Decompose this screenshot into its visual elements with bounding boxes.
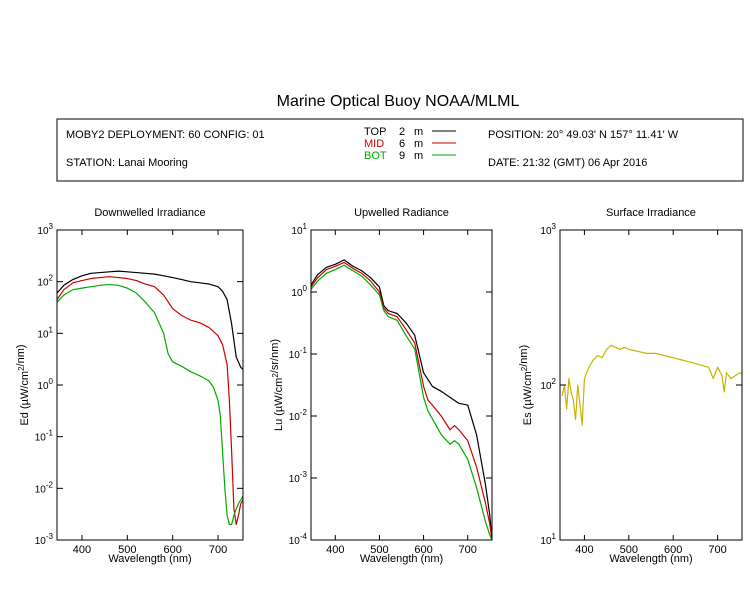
x-tick-label: 400 bbox=[575, 544, 593, 556]
info-box-border bbox=[56, 118, 744, 182]
series-line-top bbox=[311, 259, 492, 540]
plot-frame bbox=[559, 229, 743, 541]
x-tick-label: 700 bbox=[708, 544, 726, 556]
y-tick-label: 101 bbox=[540, 532, 556, 547]
plot-frame bbox=[310, 229, 493, 541]
y-tick-label: 102 bbox=[540, 377, 556, 392]
panel-upwelled-radiance: Upwelled Radiance 400 500 600 700 10-4 10-3 10-… bbox=[269, 207, 493, 565]
y-tick-label: 10-4 bbox=[289, 532, 308, 547]
main-title: Marine Optical Buoy NOAA/MLML bbox=[277, 93, 520, 110]
y-tick-label: 10-2 bbox=[289, 408, 308, 423]
x-tick-label: 400 bbox=[73, 544, 91, 556]
plot-area bbox=[561, 344, 742, 426]
position-text: POSITION: 20° 49.03' N 157° 11.41' W bbox=[488, 129, 679, 141]
y-tick-label: 10-3 bbox=[289, 470, 308, 485]
y-tick-label: 10-1 bbox=[35, 429, 54, 444]
panel-title: Downwelled Irradiance bbox=[94, 207, 205, 219]
plot-frame bbox=[56, 229, 244, 541]
legend-depth-mid: 6 bbox=[399, 138, 405, 150]
deployment-text: MOBY2 DEPLOYMENT: 60 CONFIG: 01 bbox=[66, 129, 265, 141]
y-tick-label: 100 bbox=[291, 284, 307, 299]
y-tick-label: 100 bbox=[37, 377, 53, 392]
legend-unit-mid: m bbox=[414, 138, 423, 150]
x-tick-label: 600 bbox=[164, 544, 182, 556]
y-tick-label: 101 bbox=[291, 222, 307, 237]
x-tick-label: 500 bbox=[118, 544, 136, 556]
legend-unit-top: m bbox=[414, 126, 423, 138]
series-line-mid bbox=[57, 276, 243, 526]
panel-title: Upwelled Radiance bbox=[354, 207, 449, 219]
legend-name-top: TOP bbox=[364, 126, 386, 138]
legend: TOP 2 m MID 6 m BOT 9 m bbox=[364, 126, 456, 162]
plot-area bbox=[57, 270, 243, 526]
y-axis-label: Es (µW/cm2/nm) bbox=[518, 345, 534, 425]
legend-name-bot: BOT bbox=[364, 150, 387, 162]
panel-title: Surface Irradiance bbox=[606, 207, 696, 219]
panel-surface-irradiance: Surface Irradiance 400 500 600 700 101 102 103 W… bbox=[518, 207, 743, 565]
x-tick-label: 600 bbox=[414, 544, 432, 556]
y-tick-label: 10-1 bbox=[289, 346, 308, 361]
y-tick-label: 102 bbox=[37, 274, 53, 289]
series-line-mid bbox=[311, 261, 492, 540]
x-axis-label: Wavelength (nm) bbox=[609, 553, 692, 565]
y-tick-label: 103 bbox=[37, 222, 53, 237]
x-tick-label: 500 bbox=[370, 544, 388, 556]
x-tick-label: 700 bbox=[209, 544, 227, 556]
series-line-bot bbox=[311, 264, 492, 540]
y-tick-label: 101 bbox=[37, 325, 53, 340]
x-tick-label: 600 bbox=[664, 544, 682, 556]
y-tick-label: 10-2 bbox=[35, 480, 54, 495]
x-axis-label: Wavelength (nm) bbox=[360, 553, 443, 565]
x-tick-label: 500 bbox=[620, 544, 638, 556]
series-line-es bbox=[561, 344, 742, 426]
plot-area bbox=[311, 259, 492, 540]
info-box: MOBY2 DEPLOYMENT: 60 CONFIG: 01 STATION:… bbox=[56, 118, 744, 182]
x-axis-label: Wavelength (nm) bbox=[108, 553, 191, 565]
y-tick-label: 10-3 bbox=[35, 532, 54, 547]
legend-name-mid: MID bbox=[364, 138, 384, 150]
x-tick-label: 700 bbox=[459, 544, 477, 556]
panel-downwelled-irradiance: Downwelled Irradiance 400 500 600 700 10-3 10-… bbox=[15, 207, 244, 565]
series-line-bot bbox=[57, 283, 243, 526]
station-text: STATION: Lanai Mooring bbox=[66, 157, 188, 169]
y-tick-label: 103 bbox=[540, 222, 556, 237]
legend-depth-top: 2 bbox=[399, 126, 405, 138]
y-axis-label: Ed (µW/cm2/nm) bbox=[15, 344, 31, 425]
date-text: DATE: 21:32 (GMT) 06 Apr 2016 bbox=[488, 157, 647, 169]
legend-unit-bot: m bbox=[414, 150, 423, 162]
x-tick-label: 400 bbox=[326, 544, 344, 556]
y-axis-label: Lu (µW/cm2/sr/nm) bbox=[269, 339, 285, 431]
legend-depth-bot: 9 bbox=[399, 150, 405, 162]
series-line-top bbox=[57, 270, 243, 370]
